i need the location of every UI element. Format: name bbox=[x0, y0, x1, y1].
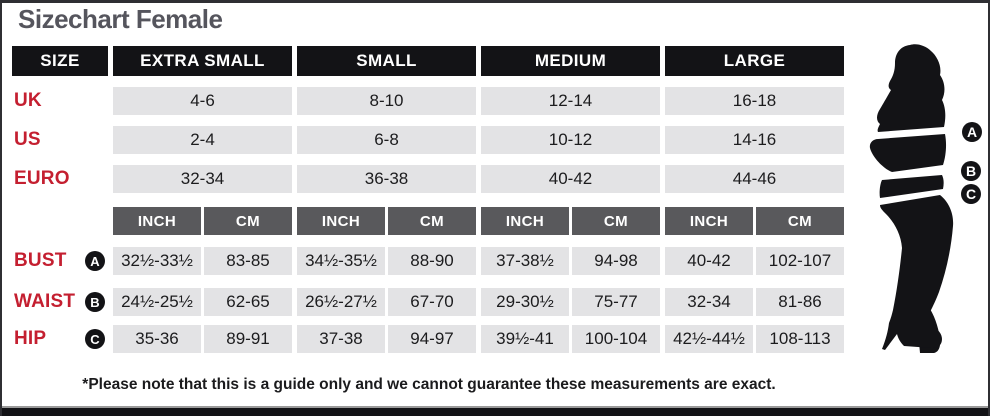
table-row-us: US 2-4 6-8 10-12 14-16 bbox=[12, 126, 844, 154]
table-cell: 37-38 bbox=[297, 325, 385, 353]
table-row-euro: EURO 32-34 36-38 40-42 44-46 bbox=[12, 165, 844, 193]
waist-label: WAIST bbox=[14, 291, 76, 312]
inch-header-cell: INCH bbox=[481, 207, 569, 235]
table-cell: 94-97 bbox=[388, 325, 476, 353]
table-cell: 36-38 bbox=[297, 165, 476, 193]
table-cell: 10-12 bbox=[481, 126, 660, 154]
table-cell: 102-107 bbox=[756, 247, 844, 275]
measure-pair: 40-42 102-107 bbox=[665, 247, 844, 275]
unit-header-pair: INCH CM bbox=[481, 207, 660, 235]
measure-pair: 37-38½ 94-98 bbox=[481, 247, 660, 275]
row-label-waist: WAIST B bbox=[12, 288, 108, 316]
cm-header-cell: CM bbox=[572, 207, 660, 235]
table-cell: 75-77 bbox=[572, 288, 660, 316]
col-header-small: SMALL bbox=[297, 46, 476, 76]
table-cell: 83-85 bbox=[204, 247, 292, 275]
measure-pair: 32½-33½ 83-85 bbox=[113, 247, 292, 275]
cm-header-cell: CM bbox=[756, 207, 844, 235]
unit-header-pair: INCH CM bbox=[297, 207, 476, 235]
measure-pair: 32-34 81-86 bbox=[665, 288, 844, 316]
hip-label: HIP bbox=[14, 328, 47, 349]
table-row-units: INCH CM INCH CM INCH CM INCH CM bbox=[12, 207, 844, 235]
table-cell: 40-42 bbox=[665, 247, 753, 275]
units-row-spacer bbox=[12, 207, 108, 235]
measure-pair: 26½-27½ 67-70 bbox=[297, 288, 476, 316]
measure-pair: 39½-41 100-104 bbox=[481, 325, 660, 353]
marker-a-badge: A bbox=[85, 251, 105, 271]
table-cell: 62-65 bbox=[204, 288, 292, 316]
table-cell: 26½-27½ bbox=[297, 288, 385, 316]
table-cell: 12-14 bbox=[481, 87, 660, 115]
table-row-hip: HIP C 35-36 89-91 37-38 94-97 39½-41 100… bbox=[12, 325, 844, 353]
page-title: Sizechart Female bbox=[18, 4, 223, 34]
inch-header-cell: INCH bbox=[297, 207, 385, 235]
marker-c-badge: C bbox=[85, 329, 105, 349]
table-cell: 40-42 bbox=[481, 165, 660, 193]
measure-pair: 29-30½ 75-77 bbox=[481, 288, 660, 316]
row-label-us: US bbox=[14, 129, 41, 150]
table-header-row: SIZE EXTRA SMALL SMALL MEDIUM LARGE bbox=[12, 46, 844, 76]
col-header-extra-small: EXTRA SMALL bbox=[113, 46, 292, 76]
table-cell: 32-34 bbox=[665, 288, 753, 316]
bottom-bar bbox=[2, 406, 988, 416]
size-table: SIZE EXTRA SMALL SMALL MEDIUM LARGE UK 4… bbox=[12, 46, 844, 353]
table-row-bust: BUST A 32½-33½ 83-85 34½-35½ 88-90 37-38… bbox=[12, 247, 844, 275]
table-cell: 24½-25½ bbox=[113, 288, 201, 316]
size-header-cell: SIZE bbox=[12, 46, 108, 76]
table-cell: 16-18 bbox=[665, 87, 844, 115]
inch-header-cell: INCH bbox=[113, 207, 201, 235]
table-cell: 39½-41 bbox=[481, 325, 569, 353]
figure-marker-a: A bbox=[962, 122, 982, 142]
footnote-text: *Please note that this is a guide only a… bbox=[82, 376, 776, 393]
measure-pair: 37-38 94-97 bbox=[297, 325, 476, 353]
table-cell: 6-8 bbox=[297, 126, 476, 154]
bust-label: BUST bbox=[14, 250, 67, 271]
table-row-uk: UK 4-6 8-10 12-14 16-18 bbox=[12, 87, 844, 115]
col-header-medium: MEDIUM bbox=[481, 46, 660, 76]
figure-marker-c: C bbox=[961, 184, 981, 204]
measure-pair: 24½-25½ 62-65 bbox=[113, 288, 292, 316]
table-cell: 94-98 bbox=[572, 247, 660, 275]
table-cell: 89-91 bbox=[204, 325, 292, 353]
table-cell: 4-6 bbox=[113, 87, 292, 115]
row-label-uk: UK bbox=[14, 90, 42, 111]
table-cell: 29-30½ bbox=[481, 288, 569, 316]
table-cell: 37-38½ bbox=[481, 247, 569, 275]
table-cell: 88-90 bbox=[388, 247, 476, 275]
row-label-euro: EURO bbox=[14, 168, 70, 189]
table-cell: 2-4 bbox=[113, 126, 292, 154]
table-cell: 14-16 bbox=[665, 126, 844, 154]
table-cell: 8-10 bbox=[297, 87, 476, 115]
inch-header-cell: INCH bbox=[665, 207, 753, 235]
table-cell: 34½-35½ bbox=[297, 247, 385, 275]
female-silhouette-graphic bbox=[869, 44, 954, 353]
unit-header-pair: INCH CM bbox=[113, 207, 292, 235]
row-label-bust: BUST A bbox=[12, 247, 108, 275]
female-silhouette bbox=[866, 42, 966, 358]
measure-pair: 35-36 89-91 bbox=[113, 325, 292, 353]
table-cell: 42½-44½ bbox=[665, 325, 753, 353]
table-cell: 32½-33½ bbox=[113, 247, 201, 275]
table-cell: 44-46 bbox=[665, 165, 844, 193]
table-cell: 81-86 bbox=[756, 288, 844, 316]
col-header-large: LARGE bbox=[665, 46, 844, 76]
table-cell: 35-36 bbox=[113, 325, 201, 353]
cm-header-cell: CM bbox=[388, 207, 476, 235]
cm-header-cell: CM bbox=[204, 207, 292, 235]
table-cell: 108-113 bbox=[756, 325, 844, 353]
table-cell: 32-34 bbox=[113, 165, 292, 193]
measure-pair: 34½-35½ 88-90 bbox=[297, 247, 476, 275]
row-label-hip: HIP C bbox=[12, 325, 108, 353]
marker-b-badge: B bbox=[85, 292, 105, 312]
table-row-waist: WAIST B 24½-25½ 62-65 26½-27½ 67-70 29-3… bbox=[12, 288, 844, 316]
figure-marker-b: B bbox=[961, 161, 981, 181]
table-cell: 67-70 bbox=[388, 288, 476, 316]
unit-header-pair: INCH CM bbox=[665, 207, 844, 235]
measure-pair: 42½-44½ 108-113 bbox=[665, 325, 844, 353]
table-cell: 100-104 bbox=[572, 325, 660, 353]
